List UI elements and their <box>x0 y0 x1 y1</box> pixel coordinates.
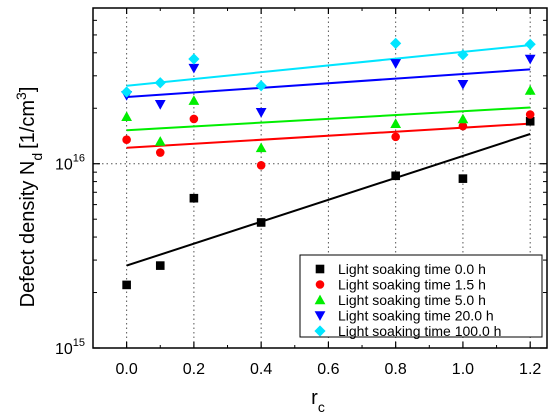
legend-marker-3 <box>314 311 326 321</box>
data-point-series-3 <box>154 100 166 110</box>
data-point-series-2 <box>390 118 402 128</box>
data-point-series-3 <box>457 79 469 90</box>
data-point-series-2 <box>188 95 200 105</box>
legend-marker-0 <box>315 264 325 274</box>
x-tick-label: 0.6 <box>317 361 339 378</box>
fit-lines <box>126 44 531 267</box>
data-point-series-2 <box>255 142 267 153</box>
data-point-series-1 <box>458 121 468 131</box>
legend-label-1: Light soaking time 1.5 h <box>338 277 486 293</box>
legend-marker-1 <box>315 280 325 289</box>
data-point-series-0 <box>122 280 131 290</box>
x-tick-label: 1.2 <box>519 361 541 378</box>
data-point-series-0 <box>525 116 535 126</box>
data-point-series-2 <box>154 136 166 146</box>
data-point-series-1 <box>122 135 131 145</box>
data-point-series-0 <box>189 193 199 203</box>
data-point-series-4 <box>154 77 166 89</box>
data-point-series-2 <box>121 111 133 121</box>
data-point-series-4 <box>255 80 267 92</box>
data-point-series-3 <box>255 108 267 118</box>
x-tick-label: 0.0 <box>116 361 138 378</box>
legend-label-2: Light soaking time 5.0 h <box>338 292 486 308</box>
plot-frame <box>92 7 548 349</box>
data-point-series-0 <box>391 171 400 181</box>
fit-line-2 <box>126 106 531 132</box>
legend-marker-4 <box>314 325 326 337</box>
legend-marker-2 <box>314 294 326 305</box>
data-point-series-3 <box>188 63 200 74</box>
data-point-series-1 <box>391 132 400 142</box>
data-point-series-0 <box>155 261 165 270</box>
data-point-series-3 <box>524 54 536 65</box>
y-axis-title: Defect density Nd[1/cm3] <box>13 87 45 308</box>
data-point-series-0 <box>458 174 468 183</box>
fit-line-0 <box>126 133 531 267</box>
x-tick-label: 0.8 <box>385 361 407 378</box>
data-point-series-3 <box>390 59 402 69</box>
grid <box>93 8 547 348</box>
data-point-series-1 <box>155 148 165 157</box>
legend-label-3: Light soaking time 20.0 h <box>338 308 494 324</box>
legend-box <box>299 254 543 338</box>
fit-line-3 <box>126 68 531 99</box>
y-tick-label: 1016 <box>55 153 85 174</box>
axis-ticks: 0.0 0.2 0.4 0.6 0.8 1.0 1.2 1015 1016 <box>55 7 547 378</box>
x-tick-label: 1.0 <box>452 361 474 378</box>
data-point-series-4 <box>188 53 200 65</box>
legend-label-0: Light soaking time 0.0 h <box>338 261 486 277</box>
data-point-series-1 <box>189 114 199 124</box>
x-tick-label: 0.4 <box>250 361 272 378</box>
data-point-series-1 <box>256 161 266 170</box>
y-tick-label: 1015 <box>55 337 85 358</box>
data-point-series-2 <box>524 85 536 95</box>
data-point-series-2 <box>457 113 469 124</box>
data-point-series-0 <box>256 218 266 227</box>
data-point-series-4 <box>524 38 536 50</box>
data-point-series-4 <box>390 37 402 49</box>
data-point-series-4 <box>457 49 469 61</box>
legend-label-4: Light soaking time 100.0 h <box>338 323 501 339</box>
x-tick-label: 0.2 <box>183 361 205 378</box>
data-points <box>121 37 536 290</box>
data-point-series-1 <box>525 110 535 119</box>
x-axis-title: rc <box>311 387 325 415</box>
data-point-series-4 <box>121 86 133 98</box>
fit-line-4 <box>126 44 531 87</box>
